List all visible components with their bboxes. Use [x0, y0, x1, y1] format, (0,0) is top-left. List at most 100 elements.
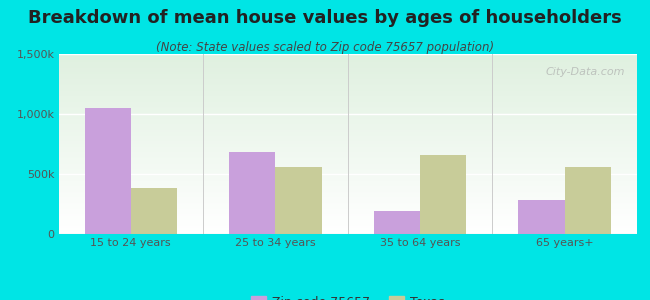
Bar — [58, 188, 637, 189]
Bar — [58, 201, 637, 202]
Bar — [58, 122, 637, 123]
Bar — [58, 100, 637, 101]
Bar — [58, 116, 637, 117]
Bar — [58, 233, 637, 234]
Bar — [58, 138, 637, 139]
Bar — [58, 218, 637, 219]
Bar — [58, 226, 637, 227]
Bar — [58, 87, 637, 88]
Bar — [58, 61, 637, 62]
Bar — [58, 62, 637, 63]
Bar — [58, 204, 637, 205]
Bar — [58, 139, 637, 140]
Bar — [420, 155, 466, 234]
Bar — [58, 131, 637, 132]
Bar — [58, 73, 637, 74]
Bar — [58, 155, 637, 156]
Bar — [58, 223, 637, 224]
Bar — [58, 140, 637, 141]
Bar — [58, 104, 637, 105]
Text: Breakdown of mean house values by ages of householders: Breakdown of mean house values by ages o… — [28, 9, 622, 27]
Bar — [58, 173, 637, 174]
Bar — [58, 195, 637, 196]
Bar — [58, 205, 637, 206]
Bar — [58, 162, 637, 163]
Bar — [58, 56, 637, 57]
Bar — [58, 225, 637, 226]
Bar — [58, 174, 637, 175]
Bar — [58, 134, 637, 135]
Bar — [58, 113, 637, 114]
Bar — [58, 185, 637, 186]
Bar — [58, 74, 637, 75]
Bar — [276, 167, 322, 234]
Bar — [58, 143, 637, 144]
Bar — [58, 111, 637, 112]
Bar — [58, 101, 637, 102]
Bar — [58, 197, 637, 198]
Bar — [58, 93, 637, 94]
Bar — [58, 95, 637, 96]
Bar — [58, 118, 637, 119]
Bar — [58, 194, 637, 195]
Bar — [58, 114, 637, 115]
Bar — [58, 105, 637, 106]
Bar — [58, 121, 637, 122]
Bar — [58, 133, 637, 134]
Bar — [84, 108, 131, 234]
Bar — [58, 190, 637, 191]
Bar — [58, 210, 637, 211]
Bar — [58, 82, 637, 83]
Bar — [58, 191, 637, 192]
Bar — [58, 68, 637, 69]
Bar — [58, 71, 637, 72]
Bar — [58, 220, 637, 221]
Bar — [58, 124, 637, 125]
Bar — [58, 97, 637, 98]
Bar — [58, 106, 637, 107]
Bar — [58, 227, 637, 228]
Bar — [58, 130, 637, 131]
Bar — [58, 171, 637, 172]
Bar — [58, 152, 637, 153]
Bar — [58, 177, 637, 178]
Bar — [58, 137, 637, 138]
Bar — [58, 75, 637, 76]
Bar — [58, 176, 637, 177]
Bar — [58, 107, 637, 108]
Bar — [58, 90, 637, 91]
Bar — [58, 64, 637, 65]
Bar — [58, 142, 637, 143]
Bar — [58, 89, 637, 90]
Bar — [58, 57, 637, 58]
Bar — [58, 203, 637, 204]
Bar — [58, 80, 637, 81]
Bar — [58, 178, 637, 179]
Bar — [58, 60, 637, 61]
Bar — [58, 216, 637, 217]
Text: (Note: State values scaled to Zip code 75657 population): (Note: State values scaled to Zip code 7… — [156, 40, 494, 53]
Bar — [58, 102, 637, 103]
Bar — [58, 103, 637, 104]
Bar — [58, 58, 637, 59]
Bar — [58, 55, 637, 56]
Bar — [58, 161, 637, 162]
Bar — [58, 202, 637, 203]
Bar — [58, 54, 637, 55]
Bar — [58, 110, 637, 111]
Bar — [58, 230, 637, 231]
Bar — [58, 88, 637, 89]
Bar — [58, 141, 637, 142]
Bar — [58, 92, 637, 93]
Bar — [58, 232, 637, 233]
Bar — [58, 59, 637, 60]
Bar — [58, 76, 637, 77]
Bar — [58, 70, 637, 71]
Bar — [58, 63, 637, 64]
Bar — [58, 221, 637, 222]
Bar — [58, 224, 637, 225]
Bar — [58, 170, 637, 171]
Bar — [58, 163, 637, 164]
Bar — [58, 127, 637, 128]
Bar — [58, 217, 637, 218]
